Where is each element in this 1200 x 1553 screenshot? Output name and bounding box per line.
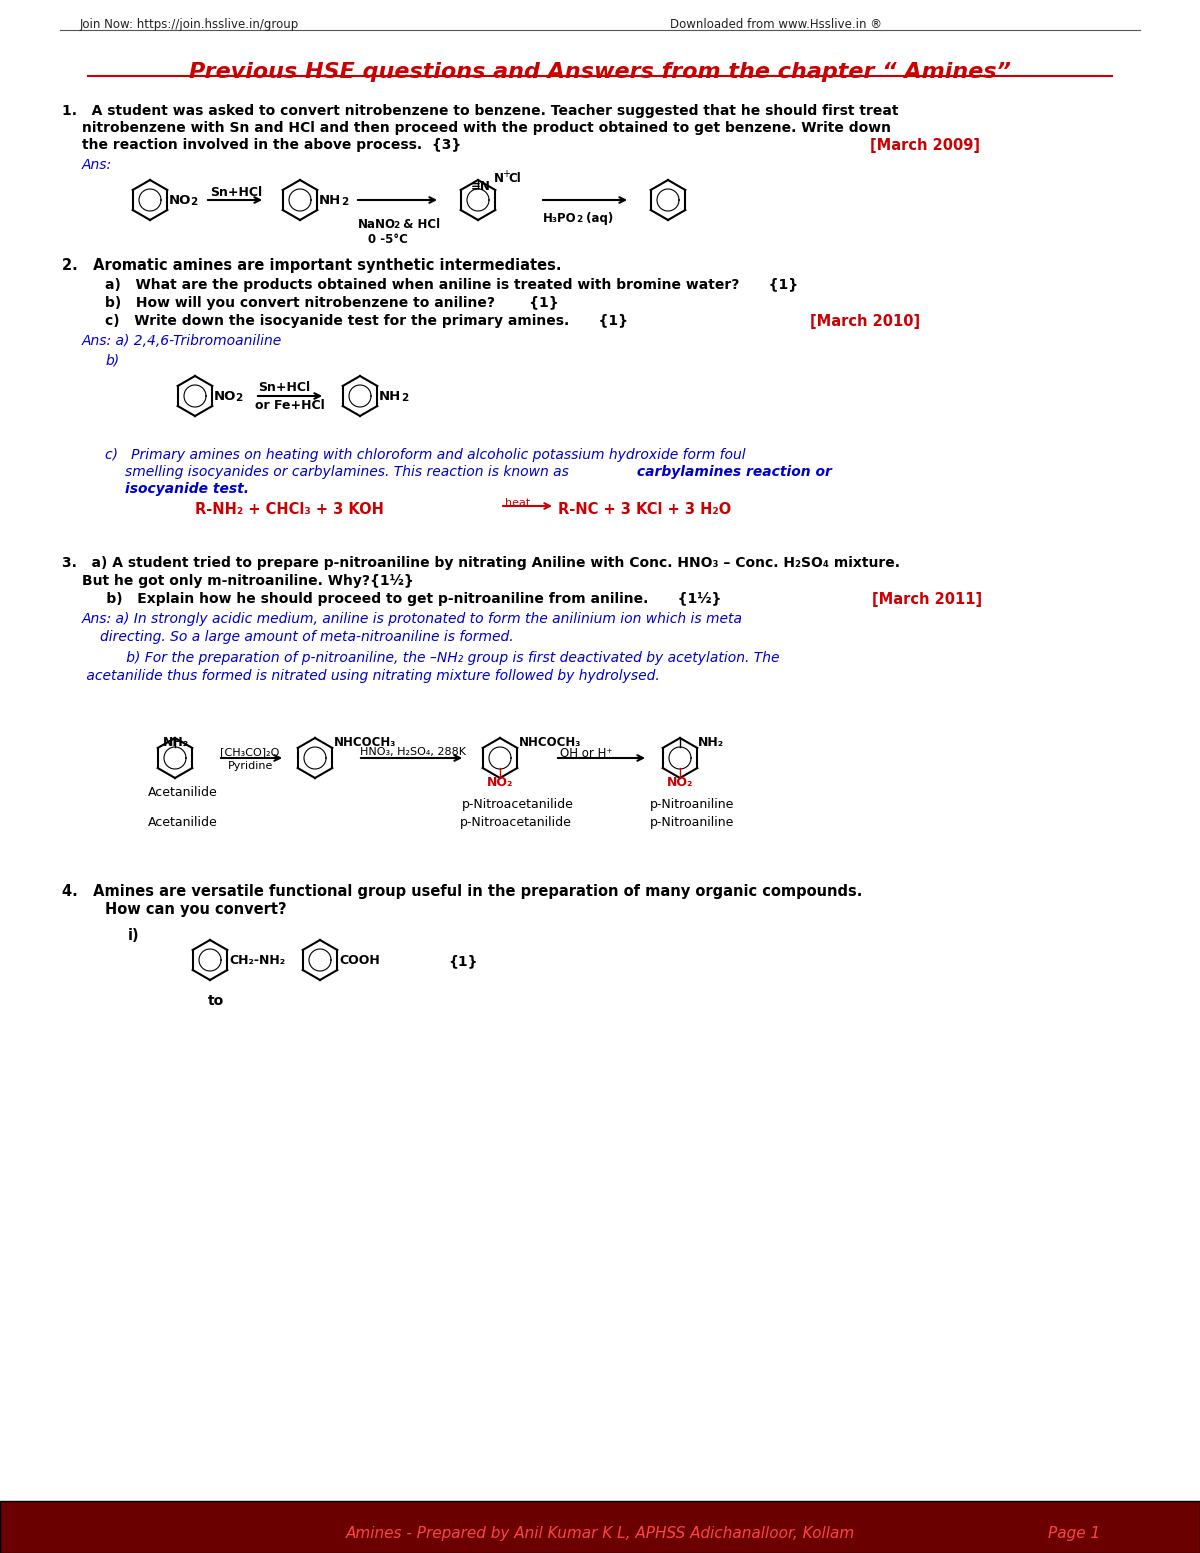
Text: 3.   a) A student tried to prepare p-nitroaniline by nitrating Aniline with Conc: 3. a) A student tried to prepare p-nitro…: [62, 556, 900, 570]
Text: NO: NO: [169, 194, 191, 207]
Text: b)   How will you convert nitrobenzene to aniline?       {1}: b) How will you convert nitrobenzene to …: [106, 297, 559, 311]
Text: But he got only m-nitroaniline. Why?{1½}: But he got only m-nitroaniline. Why?{1½}: [82, 575, 414, 589]
Text: a)   What are the products obtained when aniline is treated with bromine water? : a) What are the products obtained when a…: [106, 278, 798, 292]
Text: Ans:: Ans:: [82, 158, 112, 172]
Text: p-Nitroacetanilide: p-Nitroacetanilide: [462, 798, 574, 811]
Text: 4.   Amines are versatile functional group useful in the preparation of many org: 4. Amines are versatile functional group…: [62, 884, 863, 899]
Text: NO₂: NO₂: [487, 776, 514, 789]
Text: NaNO: NaNO: [358, 217, 396, 231]
Text: 1.   A student was asked to convert nitrobenzene to benzene. Teacher suggested t: 1. A student was asked to convert nitrob…: [62, 104, 899, 118]
Text: N: N: [494, 172, 504, 185]
Text: i): i): [128, 929, 139, 943]
Text: H₃PO: H₃PO: [542, 213, 577, 225]
Text: 2: 2: [190, 197, 197, 207]
Text: Previous HSE questions and Answers from the chapter “ Amines”: Previous HSE questions and Answers from …: [190, 62, 1010, 82]
Text: R-NC + 3 KCl + 3 H₂O: R-NC + 3 KCl + 3 H₂O: [558, 502, 731, 517]
Text: CH₂-NH₂: CH₂-NH₂: [229, 954, 286, 968]
Text: smelling isocyanides or carbylamines. This reaction is known as: smelling isocyanides or carbylamines. Th…: [125, 464, 569, 478]
Text: Downloaded from www.Hsslive.in ®: Downloaded from www.Hsslive.in ®: [670, 19, 882, 31]
Text: p-Nitroaniline: p-Nitroaniline: [650, 815, 734, 829]
Text: R-NH₂ + CHCl₃ + 3 KOH: R-NH₂ + CHCl₃ + 3 KOH: [194, 502, 384, 517]
Text: Amines - Prepared by Anil Kumar K L, APHSS Adichanalloor, Kollam: Amines - Prepared by Anil Kumar K L, APH…: [346, 1527, 854, 1541]
Text: Join Now: https://join.hsslive.in/group: Join Now: https://join.hsslive.in/group: [80, 19, 299, 31]
Text: Ans: a) In strongly acidic medium, aniline is protonated to form the anilinium i: Ans: a) In strongly acidic medium, anili…: [82, 612, 743, 626]
Text: Ans: a) 2,4,6-Tribromoaniline: Ans: a) 2,4,6-Tribromoaniline: [82, 334, 282, 348]
Text: 2: 2: [401, 393, 408, 402]
Text: p-Nitroaniline: p-Nitroaniline: [650, 798, 734, 811]
Text: c)   Primary amines on heating with chloroform and alcoholic potassium hydroxide: c) Primary amines on heating with chloro…: [106, 447, 745, 461]
Text: COOH: COOH: [340, 954, 379, 968]
Text: 2.   Aromatic amines are important synthetic intermediates.: 2. Aromatic amines are important synthet…: [62, 258, 562, 273]
Text: +: +: [502, 169, 510, 179]
Text: nitrobenzene with Sn and HCl and then proceed with the product obtained to get b: nitrobenzene with Sn and HCl and then pr…: [82, 121, 890, 135]
Text: HNO₃, H₂SO₄, 288K: HNO₃, H₂SO₄, 288K: [360, 747, 466, 756]
Text: 0 -5°C: 0 -5°C: [368, 233, 408, 245]
Text: NH: NH: [379, 390, 401, 402]
Text: Acetanilide: Acetanilide: [148, 815, 217, 829]
Text: Sn+HCl: Sn+HCl: [258, 380, 310, 394]
FancyBboxPatch shape: [0, 1502, 1200, 1553]
Text: How can you convert?: How can you convert?: [106, 902, 287, 916]
Text: carbylamines reaction or: carbylamines reaction or: [632, 464, 832, 478]
Text: isocyanide test.: isocyanide test.: [125, 481, 250, 495]
Text: 2: 2: [341, 197, 348, 207]
Text: NHCOCH₃: NHCOCH₃: [334, 736, 396, 749]
Text: the reaction involved in the above process.  {3}: the reaction involved in the above proce…: [82, 138, 461, 152]
Text: NH: NH: [319, 194, 341, 207]
Text: Sn+HCl: Sn+HCl: [210, 186, 262, 199]
Text: p-Nitroacetanilide: p-Nitroacetanilide: [460, 815, 572, 829]
Text: [CH₃CO]₂O: [CH₃CO]₂O: [220, 747, 280, 756]
Text: b) For the preparation of p-nitroaniline, the –NH₂ group is first deactivated by: b) For the preparation of p-nitroaniline…: [100, 651, 780, 665]
Text: (aq): (aq): [582, 213, 613, 225]
Text: acetanilide thus formed is nitrated using nitrating mixture followed by hydrolys: acetanilide thus formed is nitrated usin…: [82, 669, 660, 683]
Text: NHCOCH₃: NHCOCH₃: [520, 736, 581, 749]
Text: directing. So a large amount of meta-nitroaniline is formed.: directing. So a large amount of meta-nit…: [100, 631, 514, 644]
Text: b)   Explain how he should proceed to get p-nitroaniline from aniline.      {1½}: b) Explain how he should proceed to get …: [82, 592, 721, 606]
Text: [March 2010]: [March 2010]: [810, 314, 920, 329]
Text: [March 2009]: [March 2009]: [870, 138, 980, 154]
Text: [March 2011]: [March 2011]: [872, 592, 982, 607]
Text: 2: 2: [576, 214, 582, 224]
Text: {1}: {1}: [448, 954, 478, 968]
Text: to: to: [208, 994, 224, 1008]
Text: NH₂: NH₂: [698, 736, 724, 749]
Text: Pyridine: Pyridine: [228, 761, 274, 770]
Text: Acetanilide: Acetanilide: [148, 786, 217, 798]
Text: ≡N: ≡N: [470, 180, 491, 193]
Text: 2: 2: [394, 221, 400, 230]
Text: OH or H⁺: OH or H⁺: [560, 747, 612, 759]
Text: NO: NO: [214, 390, 236, 402]
Text: heat: heat: [505, 499, 530, 508]
Text: NO₂: NO₂: [667, 776, 694, 789]
Text: Cl: Cl: [508, 172, 521, 185]
Text: Page 1: Page 1: [1048, 1527, 1100, 1541]
Text: & HCl: & HCl: [398, 217, 440, 231]
Text: b): b): [106, 354, 119, 368]
Text: c)   Write down the isocyanide test for the primary amines.      {1}: c) Write down the isocyanide test for th…: [106, 314, 628, 328]
Text: 2: 2: [235, 393, 242, 402]
Text: or Fe+HCl: or Fe+HCl: [256, 399, 325, 412]
Text: NH₂: NH₂: [163, 736, 190, 749]
